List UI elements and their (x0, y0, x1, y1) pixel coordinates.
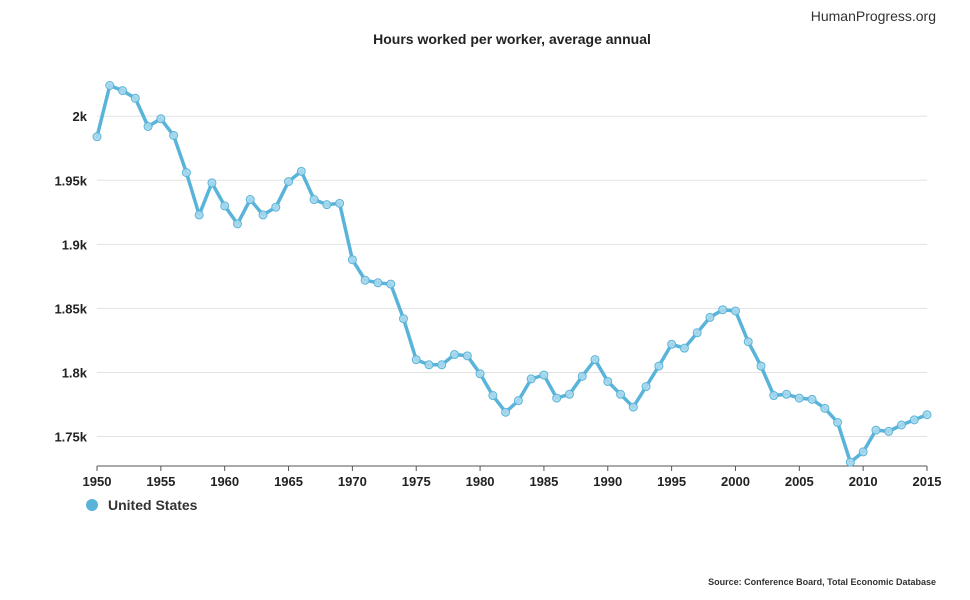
data-point (207, 178, 217, 188)
data-point (871, 425, 881, 435)
source-brand-label: HumanProgress.org (810, 8, 936, 24)
x-tick-label: 1965 (274, 474, 303, 489)
data-point (667, 339, 677, 349)
data-point (909, 415, 919, 425)
data-point (654, 361, 664, 371)
data-point (398, 314, 408, 324)
x-tick-label: 1975 (402, 474, 431, 489)
data-point (411, 355, 421, 365)
x-tick-label: 1950 (83, 474, 112, 489)
data-point (539, 370, 549, 380)
legend-label-united-states: United States (108, 497, 198, 513)
data-point (756, 361, 766, 371)
data-point (105, 80, 115, 90)
data-point (922, 410, 932, 420)
data-point (296, 166, 306, 176)
data-point (475, 369, 485, 379)
data-point (794, 393, 804, 403)
data-point (603, 376, 613, 386)
data-point (590, 355, 600, 365)
data-point (437, 360, 447, 370)
data-point (564, 389, 574, 399)
x-tick-label: 1970 (338, 474, 367, 489)
y-tick-label: 1.85k (54, 301, 87, 316)
data-point (169, 130, 179, 140)
x-tick-label: 2015 (913, 474, 942, 489)
data-point (245, 195, 255, 205)
data-point (284, 177, 294, 187)
data-point (462, 351, 472, 361)
x-tick-label: 1960 (210, 474, 239, 489)
y-tick-label: 1.9k (62, 237, 88, 252)
data-point (769, 391, 779, 401)
data-point (258, 210, 268, 220)
data-point (820, 403, 830, 413)
data-point (743, 337, 753, 347)
data-point (360, 275, 370, 285)
data-point (373, 278, 383, 288)
data-point (641, 382, 651, 392)
data-point (501, 407, 511, 417)
y-tick-label: 1.95k (54, 173, 87, 188)
legend: United States (86, 497, 197, 513)
data-point (194, 210, 204, 220)
data-point (424, 360, 434, 370)
chart-title: Hours worked per worker, average annual (373, 31, 651, 47)
data-point (118, 86, 128, 96)
x-tick-label: 2010 (849, 474, 878, 489)
data-point (143, 121, 153, 131)
x-tick-label: 1980 (466, 474, 495, 489)
data-point (807, 394, 817, 404)
data-point (322, 200, 332, 210)
data-point (577, 371, 587, 381)
data-point (628, 402, 638, 412)
data-point (450, 350, 460, 360)
data-point (513, 396, 523, 406)
data-point (896, 420, 906, 430)
data-point (718, 305, 728, 315)
data-point (232, 219, 242, 229)
data-point (130, 93, 140, 103)
data-point (488, 391, 498, 401)
data-point (347, 255, 357, 265)
series-line-united-states (95, 83, 929, 464)
y-tick-label: 1.75k (54, 430, 87, 445)
data-point (705, 312, 715, 322)
data-point (730, 306, 740, 316)
data-point (335, 198, 345, 208)
source-note: Source: Conference Board, Total Economic… (708, 577, 936, 587)
y-tick-label: 1.8k (62, 365, 88, 380)
data-point (156, 114, 166, 124)
x-tick-label: 1985 (529, 474, 558, 489)
data-point (845, 457, 855, 467)
data-point (782, 389, 792, 399)
x-tick-label: 2005 (785, 474, 814, 489)
data-point (181, 168, 191, 178)
data-point (271, 202, 281, 212)
data-point (616, 389, 626, 399)
x-tick-label: 1955 (146, 474, 175, 489)
data-point (552, 393, 562, 403)
data-point (386, 279, 396, 289)
data-point (858, 447, 868, 457)
data-point (679, 343, 689, 353)
data-point (884, 426, 894, 436)
x-tick-label: 2000 (721, 474, 750, 489)
legend-swatch-united-states (86, 499, 98, 511)
data-point (833, 417, 843, 427)
x-tick-label: 1995 (657, 474, 686, 489)
data-point (526, 374, 536, 384)
data-point (692, 328, 702, 338)
x-tick-label: 1990 (593, 474, 622, 489)
data-point (92, 132, 102, 142)
y-tick-label: 2k (73, 109, 88, 124)
data-point (309, 195, 319, 205)
data-point (220, 201, 230, 211)
